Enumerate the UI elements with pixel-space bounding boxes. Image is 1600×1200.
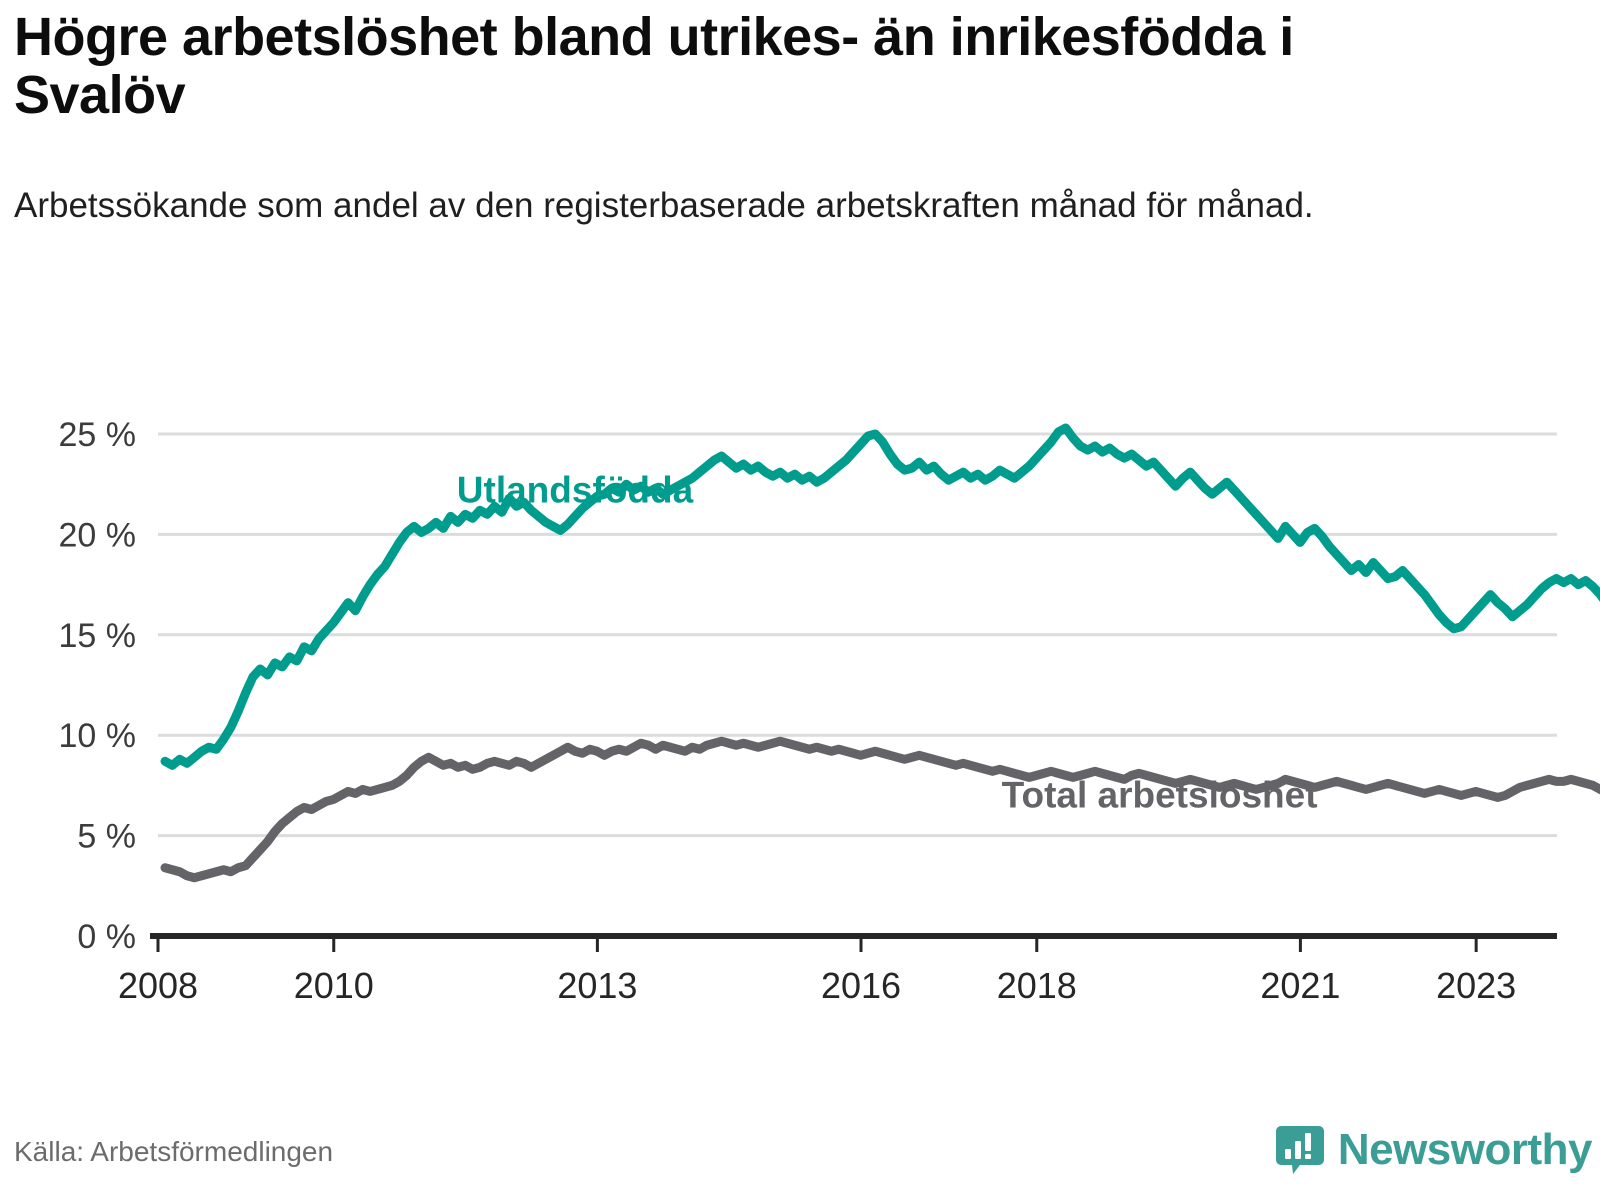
series-annotations: Utlandsfödda12 %Total arbetslöshet5,5 % (457, 469, 1318, 815)
series-label: Utlandsfödda (457, 469, 694, 510)
page-subtitle: Arbetssökande som andel av den registerb… (14, 186, 1314, 225)
y-axis-tick-label: 5 % (77, 818, 136, 856)
x-axis-tick-label: 2021 (1260, 965, 1340, 1006)
y-axis-tick-label: 25 % (59, 416, 137, 454)
line-chart: 0 %5 %10 %15 %20 %25 % 2008 2010 2013 2016 2… (59, 416, 1600, 1006)
x-axis-tick-label: 2008 (118, 965, 198, 1006)
page-title: Högre arbetslöshet bland utrikes- än inr… (14, 7, 1294, 126)
series-lines (160, 423, 1600, 883)
brand-logo: Newsworthy (1274, 1124, 1593, 1176)
series-label: Total arbetslöshet (1002, 774, 1318, 815)
x-axis-tick-label: 2016 (821, 965, 901, 1006)
bar-chart-speech-bubble-icon (1275, 1126, 1324, 1174)
chart-container: 0 % 5 % 10 % 15 % 20 % 25 % 2008 2010 2013 2016 2… (0, 380, 1600, 1020)
y-axis-tick-label: 0 % (77, 918, 136, 956)
brand-wordmark: Newsworthy (1337, 1125, 1593, 1174)
x-axis-tick-labels: 2008 2010 2013 2016 2018 2021 2023 (118, 936, 1516, 1006)
y-axis-tick-label: 10 % (59, 717, 137, 755)
x-axis-tick-label: 2010 (294, 965, 374, 1006)
y-axis-tick-labels: 0 % 5 % 10 % 15 % 20 % 25 % (59, 416, 137, 956)
x-axis-tick-label: 2013 (557, 965, 637, 1006)
x-axis-tick-label: 2018 (997, 965, 1077, 1006)
gridlines (158, 432, 1557, 838)
y-axis-tick-label: 20 % (59, 516, 137, 554)
source-caption: Källa: Arbetsförmedlingen (14, 1136, 334, 1167)
y-axis-tick-label: 15 % (59, 617, 137, 655)
x-axis-tick-label: 2023 (1436, 965, 1516, 1006)
series-line (160, 736, 1600, 883)
series-line (160, 423, 1600, 770)
